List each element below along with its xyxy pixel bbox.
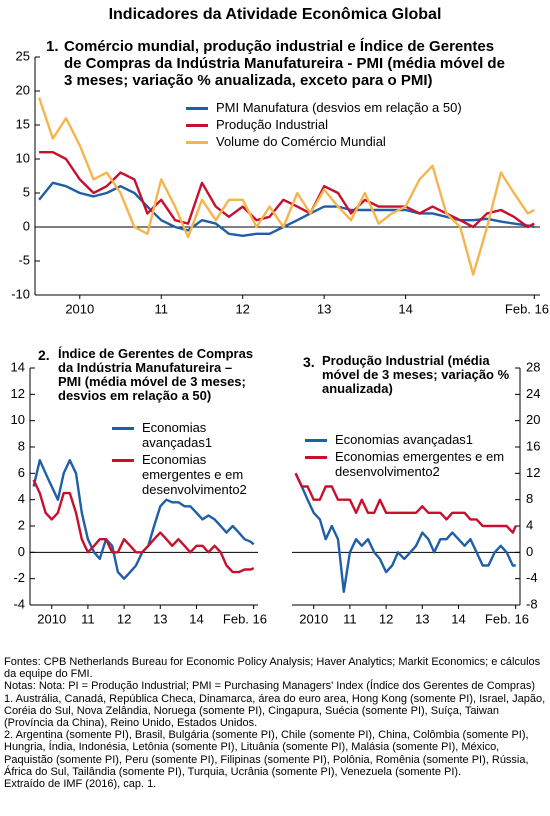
- legend-item: Economias emergentes e em desenvolviment…: [305, 449, 515, 479]
- y-tick-label: 28: [526, 359, 540, 374]
- x-tick-label: 13: [415, 611, 429, 626]
- x-tick-label: 12: [379, 611, 393, 626]
- legend: Economias avançadas1 Economias emergentes…: [305, 432, 515, 481]
- series-line: [37, 97, 535, 276]
- legend-item: Produção Industrial: [186, 117, 536, 132]
- x-tick-label: 11: [155, 301, 169, 316]
- x-tick-label: Feb. 16: [223, 611, 267, 626]
- note: Extraído de IMF (2016), cap. 1.: [4, 778, 157, 791]
- panel-title: Índice de Gerentes de Compras da Indústr…: [58, 346, 254, 403]
- legend-item: Volume do Comércio Mundial: [186, 134, 536, 149]
- legend-label: PMI Manufatura (desvios em relação a 50): [216, 100, 462, 115]
- series-line: [294, 472, 517, 534]
- legend-swatch: [305, 439, 327, 442]
- legend-label: Economias avançadas1: [335, 432, 474, 447]
- y-tick-label: 12: [11, 386, 25, 401]
- x-tick-label: 14: [451, 611, 465, 626]
- y-tick-label: 15: [16, 116, 30, 131]
- series-line: [32, 479, 255, 574]
- legend-item: Economias avançadas1: [305, 432, 515, 447]
- y-tick-label: -4: [13, 596, 25, 611]
- main-title: Indicadores da Atividade Econômica Globa…: [108, 6, 442, 23]
- x-tick-label: 11: [81, 611, 95, 626]
- y-tick-label: 4: [18, 491, 25, 506]
- x-tick-label: 11: [343, 611, 357, 626]
- legend-label: Produção Industrial: [216, 117, 329, 132]
- panel-title: Comércio mundial, produção industrial e …: [64, 38, 505, 89]
- y-tick-label: -2: [13, 570, 25, 585]
- x-tick-label: 13: [317, 301, 331, 316]
- legend: Economias avançadas1 Economias emergentes…: [112, 420, 262, 499]
- legend-label: Economias emergentes e em desenvolviment…: [335, 449, 505, 479]
- x-tick-label: Feb. 16: [505, 301, 549, 316]
- y-tick-label: 24: [526, 386, 540, 401]
- note: Notas: Nota: PI = Produção Industrial; P…: [4, 680, 535, 693]
- y-tick-label: 5: [23, 184, 30, 199]
- y-tick-label: 6: [18, 465, 25, 480]
- x-tick-label: 12: [117, 611, 131, 626]
- legend-swatch: [186, 124, 208, 127]
- legend-swatch: [186, 107, 208, 110]
- y-tick-label: 0: [23, 218, 30, 233]
- legend: PMI Manufatura (desvios em relação a 50)…: [186, 100, 536, 151]
- legend-swatch: [186, 141, 208, 144]
- legend-swatch: [112, 459, 134, 462]
- y-tick-label: 12: [526, 465, 540, 480]
- x-tick-label: 2010: [65, 301, 94, 316]
- y-tick-label: 8: [526, 491, 533, 506]
- note: 1. Austrália, Canadá, República Checa, D…: [4, 692, 546, 730]
- y-tick-label: -8: [526, 596, 538, 611]
- panel-number: 3.: [303, 354, 315, 370]
- legend-label: Economias emergentes e em desenvolviment…: [142, 452, 247, 497]
- note: Fontes: CPB Netherlands Bureau for Econo…: [4, 656, 541, 681]
- y-tick-label: -10: [11, 286, 30, 301]
- legend-label: Volume do Comércio Mundial: [216, 134, 386, 149]
- series-line: [39, 151, 535, 229]
- notes: Fontes: CPB Netherlands Bureau for Econo…: [4, 656, 546, 790]
- x-tick-label: 14: [189, 611, 203, 626]
- y-tick-label: 10: [11, 412, 25, 427]
- y-tick-label: 0: [526, 544, 533, 559]
- y-tick-label: 20: [16, 82, 30, 97]
- legend-item: PMI Manufatura (desvios em relação a 50): [186, 100, 536, 115]
- y-tick-label: 25: [16, 48, 30, 63]
- x-tick-label: 13: [153, 611, 167, 626]
- y-tick-label: 14: [11, 359, 25, 374]
- panel-title: Produção Industrial (média móvel de 3 me…: [322, 353, 510, 396]
- y-tick-label: 2: [18, 517, 25, 532]
- x-tick-label: 2010: [299, 611, 328, 626]
- note: 2. Argentina (somente PI), Brasil, Bulgá…: [4, 729, 529, 778]
- y-tick-label: -5: [18, 252, 30, 267]
- legend-item: Economias emergentes e em desenvolviment…: [112, 452, 262, 497]
- legend-swatch: [305, 456, 327, 459]
- legend-label: Economias avançadas1: [142, 420, 213, 450]
- y-tick-label: 10: [16, 150, 30, 165]
- x-tick-label: 14: [398, 301, 412, 316]
- x-tick-label: 2010: [37, 611, 66, 626]
- series-line: [294, 472, 516, 593]
- y-tick-label: 4: [526, 517, 533, 532]
- x-tick-label: 12: [235, 301, 249, 316]
- legend-swatch: [112, 427, 134, 430]
- legend-item: Economias avançadas1: [112, 420, 262, 450]
- panel-number: 1.: [46, 38, 59, 55]
- y-tick-label: 0: [18, 544, 25, 559]
- y-tick-label: 16: [526, 438, 540, 453]
- panel-number: 2.: [38, 347, 50, 363]
- y-tick-label: 8: [18, 438, 25, 453]
- y-tick-label: 20: [526, 412, 540, 427]
- y-tick-label: -4: [526, 570, 538, 585]
- x-tick-label: Feb. 16: [485, 611, 529, 626]
